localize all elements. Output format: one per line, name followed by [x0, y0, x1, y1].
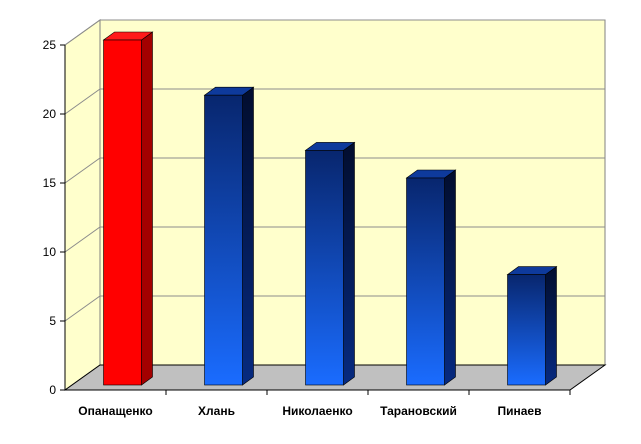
- bar-side: [444, 169, 456, 386]
- y-tick-labels: 0 5 10 15 20 25: [43, 38, 57, 397]
- bar: [405, 169, 457, 386]
- bar-front: [507, 274, 546, 386]
- bar: [304, 141, 356, 386]
- bar-front: [406, 177, 445, 386]
- y-tick-label: 25: [43, 38, 57, 52]
- y-tick-label: 10: [43, 245, 57, 259]
- bar-front: [305, 150, 344, 386]
- x-tick-label: Опанащенко: [78, 404, 152, 418]
- x-tick-label: Хлань: [198, 404, 235, 418]
- y-tick-label: 0: [49, 383, 56, 397]
- bar-front: [103, 39, 142, 386]
- bar-side: [343, 141, 355, 386]
- bar: [102, 31, 154, 386]
- gridline: [64, 157, 605, 184]
- bar-side: [141, 31, 153, 386]
- bar: [203, 86, 255, 386]
- bar-front: [204, 94, 243, 386]
- side-wall: [64, 19, 101, 391]
- y-tick-label: 15: [43, 176, 57, 190]
- bar-side: [545, 266, 557, 386]
- bar-side: [242, 86, 254, 386]
- bars: [102, 31, 558, 386]
- x-tick-label: Пинаев: [498, 404, 542, 418]
- gridline: [64, 88, 605, 115]
- x-tick-labels: Опанащенко Хлань Николаенко Тарановский Пина…: [78, 404, 541, 418]
- y-tick-label: 5: [49, 314, 56, 328]
- x-tick-label: Тарановский: [380, 404, 457, 418]
- gridline: [64, 19, 605, 46]
- axes: [60, 44, 571, 395]
- bar: [506, 266, 558, 386]
- y-tick-label: 20: [43, 107, 57, 121]
- x-tick-label: Николаенко: [282, 404, 352, 418]
